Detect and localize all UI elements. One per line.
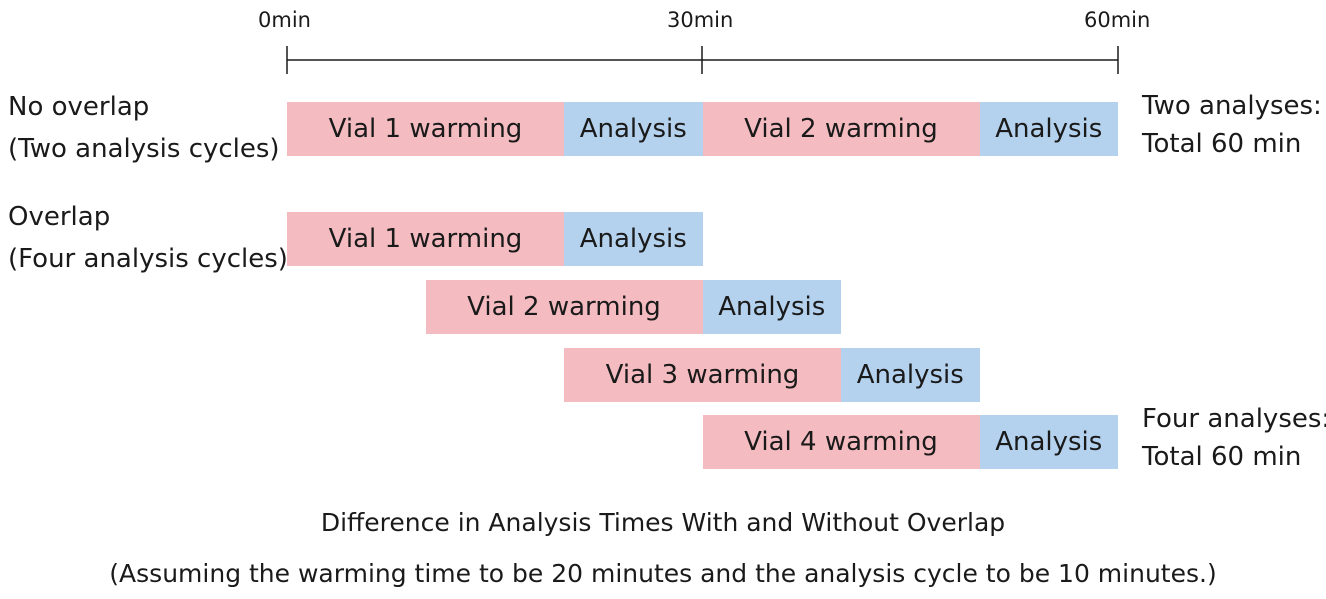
overlap-subtitle: (Four analysis cycles) <box>8 244 288 274</box>
no-overlap-label: No overlap (Two analysis cycles) <box>8 86 280 170</box>
overlap-total-line2: Total 60 min <box>1142 442 1302 472</box>
warming-bar-overlap-row4: Vial 4 warming <box>702 415 980 469</box>
timeline-axis <box>286 46 1119 74</box>
overlap-label: Overlap (Four analysis cycles) <box>8 196 288 280</box>
no-overlap-total: Two analyses: Total 60 min <box>1142 87 1322 163</box>
analysis-bar-overlap-row2: Analysis <box>702 280 841 334</box>
analysis-bar-overlap-row1: Analysis <box>564 212 703 266</box>
axis-tick-label-30: 30min <box>667 8 734 32</box>
analysis-bar-overlap-row4: Analysis <box>979 415 1118 469</box>
overlap-total: Four analyses: Total 60 min <box>1142 400 1326 476</box>
warming-bar-overlap-row3: Vial 3 warming <box>564 348 841 402</box>
no-overlap-total-line1: Two analyses: <box>1142 91 1322 121</box>
overlap-total-line1: Four analyses: <box>1142 404 1326 434</box>
warming-bar-no-overlap-2: Vial 2 warming <box>702 102 980 156</box>
no-overlap-subtitle: (Two analysis cycles) <box>8 134 280 164</box>
no-overlap-total-line2: Total 60 min <box>1142 129 1302 159</box>
analysis-bar-no-overlap-3: Analysis <box>979 102 1118 156</box>
analysis-bar-no-overlap-1: Analysis <box>564 102 703 156</box>
axis-tick-label-60: 60min <box>1084 8 1151 32</box>
overlap-title: Overlap <box>8 202 111 232</box>
warming-bar-overlap-row1: Vial 1 warming <box>287 212 564 266</box>
warming-bar-no-overlap-0: Vial 1 warming <box>287 102 564 156</box>
no-overlap-title: No overlap <box>8 92 150 122</box>
caption-title: Difference in Analysis Times With and Wi… <box>320 508 1006 537</box>
axis-tick-label-0: 0min <box>258 8 311 32</box>
caption-note: (Assuming the warming time to be 20 minu… <box>109 559 1217 588</box>
analysis-bar-overlap-row3: Analysis <box>841 348 980 402</box>
warming-bar-overlap-row2: Vial 2 warming <box>425 280 703 334</box>
